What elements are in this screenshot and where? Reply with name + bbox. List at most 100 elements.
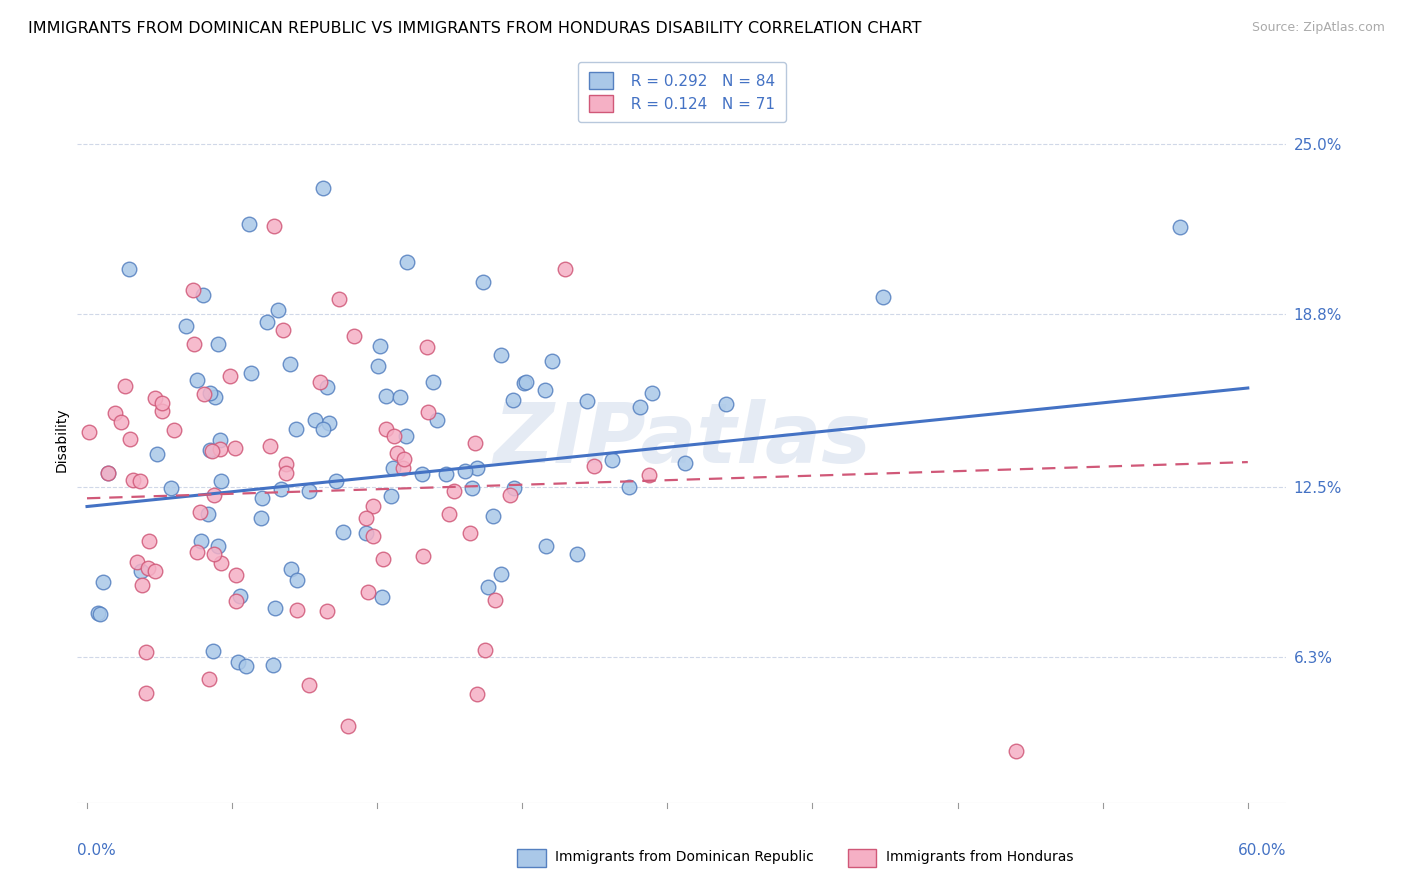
Point: [238, 217, 260, 231]
Point: [361, 500, 384, 514]
Point: [554, 261, 576, 276]
Point: [309, 376, 332, 390]
Point: [262, 657, 284, 672]
Point: [188, 505, 211, 519]
Point: [617, 480, 640, 494]
Point: [225, 594, 247, 608]
Point: [224, 441, 246, 455]
Point: [628, 400, 651, 414]
Point: [374, 389, 396, 403]
Point: [228, 589, 250, 603]
Point: [118, 432, 141, 446]
Point: [274, 457, 297, 471]
Point: [371, 590, 394, 604]
Point: [534, 540, 557, 554]
Point: [201, 444, 224, 458]
Point: [110, 415, 132, 429]
Point: [186, 545, 208, 559]
Point: [481, 509, 503, 524]
Point: [477, 580, 499, 594]
Point: [183, 337, 205, 351]
Point: [226, 656, 249, 670]
Point: [209, 475, 232, 489]
Point: [422, 376, 444, 390]
Point: [373, 551, 395, 566]
Point: [129, 475, 152, 489]
Point: [276, 466, 298, 480]
Point: [1168, 219, 1191, 234]
Point: [270, 482, 292, 496]
Point: [311, 181, 333, 195]
Text: Source: ZipAtlas.com: Source: ZipAtlas.com: [1251, 21, 1385, 34]
Text: IMMIGRANTS FROM DOMINICAN REPUBLIC VS IMMIGRANTS FROM HONDURAS DISABILITY CORREL: IMMIGRANTS FROM DOMINICAN REPUBLIC VS IM…: [28, 21, 921, 36]
Point: [534, 383, 557, 397]
Point: [392, 460, 415, 475]
Point: [104, 406, 127, 420]
Point: [285, 573, 308, 587]
Point: [136, 560, 159, 574]
Point: [209, 442, 232, 457]
Point: [388, 390, 411, 404]
Point: [150, 396, 173, 410]
Point: [381, 460, 404, 475]
Legend:   R = 0.292   N = 84,   R = 0.124   N = 71: R = 0.292 N = 84, R = 0.124 N = 71: [578, 62, 786, 122]
Point: [361, 529, 384, 543]
Point: [87, 607, 110, 621]
Point: [89, 607, 111, 621]
Point: [375, 422, 398, 436]
Point: [418, 404, 440, 418]
Point: [382, 428, 405, 442]
Point: [316, 380, 339, 394]
Point: [380, 489, 402, 503]
Point: [489, 348, 512, 362]
Point: [202, 547, 225, 561]
Point: [357, 584, 380, 599]
Point: [207, 337, 229, 351]
Point: [143, 392, 166, 406]
Point: [576, 394, 599, 409]
Point: [263, 219, 285, 233]
Point: [190, 534, 212, 549]
Text: 0.0%: 0.0%: [77, 843, 117, 858]
Point: [426, 412, 449, 426]
Point: [225, 568, 247, 582]
Point: [471, 275, 494, 289]
Point: [264, 601, 287, 615]
Point: [284, 422, 307, 436]
Point: [367, 359, 389, 373]
Point: [207, 539, 229, 553]
Point: [146, 446, 169, 460]
Point: [138, 534, 160, 549]
Point: [565, 547, 588, 561]
Point: [443, 484, 465, 499]
Point: [267, 302, 290, 317]
Point: [872, 289, 894, 303]
Point: [503, 481, 526, 495]
Text: Immigrants from Dominican Republic: Immigrants from Dominican Republic: [555, 850, 814, 864]
Point: [198, 672, 221, 686]
Point: [499, 488, 522, 502]
Point: [343, 329, 366, 343]
Point: [208, 433, 231, 447]
Point: [198, 442, 221, 457]
Point: [583, 459, 606, 474]
Point: [193, 387, 215, 401]
Point: [312, 422, 335, 436]
Point: [385, 446, 408, 460]
Point: [150, 403, 173, 417]
Point: [1004, 744, 1026, 758]
Point: [541, 353, 564, 368]
Point: [160, 482, 183, 496]
Point: [325, 474, 347, 488]
Point: [235, 658, 257, 673]
Y-axis label: Disability: Disability: [55, 407, 69, 472]
Point: [259, 439, 281, 453]
Point: [252, 491, 274, 505]
Point: [412, 549, 434, 563]
Point: [191, 288, 214, 302]
Point: [186, 373, 208, 387]
Point: [673, 456, 696, 470]
Text: Immigrants from Honduras: Immigrants from Honduras: [886, 850, 1073, 864]
Point: [143, 565, 166, 579]
Point: [467, 687, 489, 701]
